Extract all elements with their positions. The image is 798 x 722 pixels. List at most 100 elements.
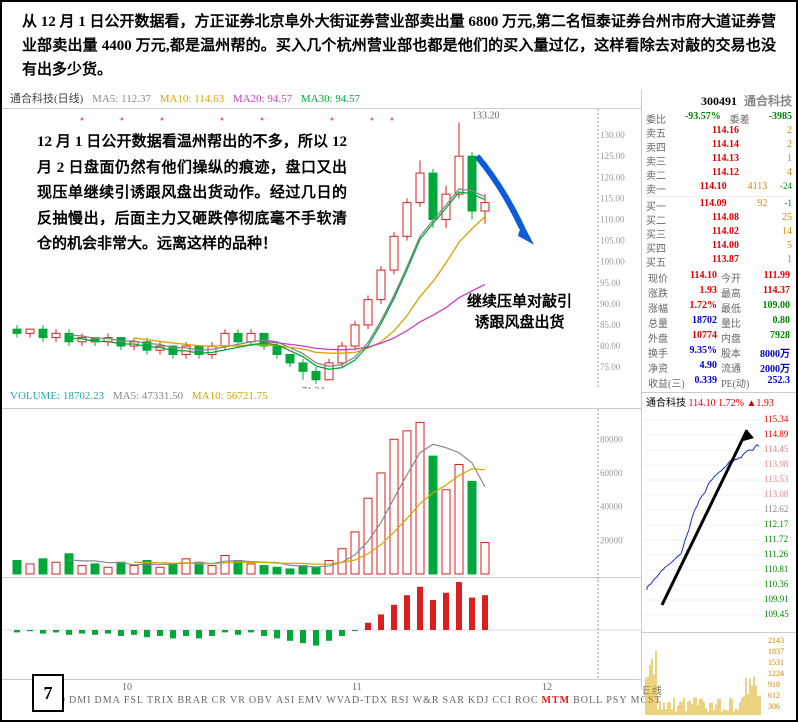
indicator-vr[interactable]: VR bbox=[230, 695, 246, 706]
svg-text:111.72: 111.72 bbox=[764, 534, 788, 544]
tick-chart[interactable]: 通合科技 114.10 1.72% ▲1.93 115.34 114.89 114.… bbox=[642, 392, 796, 632]
svg-text:133.20: 133.20 bbox=[472, 110, 500, 121]
svg-text:110.81: 110.81 bbox=[764, 564, 788, 574]
ob-ratio-v1: -93.57% bbox=[685, 111, 721, 125]
indicator-cci[interactable]: CCI bbox=[492, 695, 512, 706]
svg-text:115.34: 115.34 bbox=[764, 414, 789, 424]
chart-header: 通合科技(日线) MA5: 112.37 MA10: 114.63 MA20: … bbox=[10, 90, 366, 106]
svg-text:1224: 1224 bbox=[768, 669, 784, 678]
xlabel-12: 12 bbox=[542, 682, 552, 693]
overlay-paragraph: 12 月 1 日公开数据看温州帮出的不多，所以 12 月 2 日盘面仍然有他们操… bbox=[37, 130, 347, 258]
svg-text:125.00: 125.00 bbox=[600, 151, 625, 161]
svg-text:85.00: 85.00 bbox=[600, 320, 621, 330]
chart-area: 通合科技(日线) MA5: 112.37 MA10: 114.63 MA20: … bbox=[2, 90, 796, 720]
info-cell: 最高114.37 bbox=[719, 285, 792, 300]
ma20-label: MA20: 94.57 bbox=[233, 93, 292, 105]
svg-text:100.00: 100.00 bbox=[600, 257, 625, 267]
svg-text:918: 918 bbox=[768, 680, 780, 689]
indicator-dma[interactable]: DMA bbox=[94, 695, 120, 706]
mini-vol-svg: 2143183715311224918612306 bbox=[642, 633, 797, 718]
indicator-obv[interactable]: OBV bbox=[249, 695, 273, 706]
indicator-brar[interactable]: BRAR bbox=[177, 695, 208, 706]
svg-text:60000: 60000 bbox=[600, 468, 623, 478]
page-number-box: 7 bbox=[32, 674, 64, 712]
ma30-label: MA30: 94.57 bbox=[301, 93, 360, 105]
indicator-fsl[interactable]: FSL bbox=[124, 695, 144, 706]
info-grid: 现价114.10今开111.99涨跌1.93最高114.37涨幅1.72%最低1… bbox=[642, 268, 796, 392]
vol-label: VOLUME: 18702.23 bbox=[10, 390, 104, 402]
svg-text:306: 306 bbox=[768, 702, 780, 711]
info-cell: 换手9.35% bbox=[646, 345, 719, 360]
indicator-roc[interactable]: ROC bbox=[515, 695, 539, 706]
top-paragraph: 从 12 月 1 日公开数据看，方正证券北京阜外大街证券营业部卖出量 6800 … bbox=[2, 2, 796, 90]
stock-name: 通合科技 bbox=[744, 94, 792, 108]
indicator-dmi[interactable]: DMI bbox=[69, 695, 91, 706]
indicator-kdj[interactable]: KDJ bbox=[468, 695, 489, 706]
info-cell: 量比0.80 bbox=[719, 315, 792, 330]
xlabel-10: 10 bbox=[122, 682, 132, 693]
info-cell: 流通2000万 bbox=[719, 360, 792, 375]
svg-text:75.00: 75.00 bbox=[600, 362, 621, 372]
orderbook: 委比 -93.57% 委差 -3985 卖五114.162卖四114.142卖三… bbox=[642, 111, 796, 268]
indicator-asi[interactable]: ASI bbox=[276, 695, 295, 706]
page-container: 从 12 月 1 日公开数据看，方正证券北京阜外大街证券营业部卖出量 6800 … bbox=[0, 0, 798, 722]
indicator-wvad-tdx[interactable]: WVAD-TDX bbox=[326, 695, 388, 706]
tick-stock: 通合科技 bbox=[646, 398, 686, 409]
indicator-mtm[interactable]: MTM bbox=[542, 695, 571, 706]
info-cell: 总量18702 bbox=[646, 315, 719, 330]
stock-code: 300491 bbox=[701, 94, 737, 108]
svg-text:130.00: 130.00 bbox=[600, 130, 625, 140]
svg-text:114.89: 114.89 bbox=[764, 429, 789, 439]
svg-text:112.17: 112.17 bbox=[764, 519, 789, 529]
ob-row: 卖四114.142 bbox=[646, 139, 792, 153]
svg-text:113.08: 113.08 bbox=[764, 489, 789, 499]
info-cell: 现价114.10 bbox=[646, 270, 719, 285]
tick-header: 通合科技 114.10 1.72% ▲1.93 bbox=[642, 393, 796, 410]
svg-text:90.00: 90.00 bbox=[600, 299, 621, 309]
indicator-rsi[interactable]: RSI bbox=[391, 695, 410, 706]
ob-ratio-lbl: 委比 bbox=[646, 111, 676, 125]
annotation-line1: 继续压单对敲引 bbox=[467, 290, 572, 311]
info-cell: 涨幅1.72% bbox=[646, 300, 719, 315]
ob-ratio-row: 委比 -93.57% 委差 -3985 bbox=[646, 111, 792, 125]
info-cell: 内盘7928 bbox=[719, 330, 792, 345]
ob-row: 买二114.0825 bbox=[646, 212, 792, 226]
ob-row: 卖二114.124 bbox=[646, 167, 792, 181]
svg-text:40000: 40000 bbox=[600, 502, 623, 512]
volume-chart[interactable]: 80000 60000 40000 20000 bbox=[2, 408, 642, 578]
volume-svg: 80000 60000 40000 20000 bbox=[2, 409, 642, 579]
indicator-trix[interactable]: TRIX bbox=[147, 695, 174, 706]
mini-volume-chart[interactable]: 2143183715311224918612306 bbox=[642, 632, 796, 717]
indicator-cr[interactable]: CR bbox=[212, 695, 227, 706]
stock-name-short: 通合科技(日线) bbox=[10, 93, 83, 105]
indicator-sar[interactable]: SAR bbox=[443, 695, 465, 706]
annotation-line2: 诱跟风盘出货 bbox=[467, 311, 572, 332]
svg-text:20000: 20000 bbox=[600, 535, 623, 545]
indicator-w&r[interactable]: W&R bbox=[413, 695, 440, 706]
ob-row: 买五113.871 bbox=[646, 254, 792, 268]
svg-text:109.45: 109.45 bbox=[764, 609, 789, 619]
svg-text:95.00: 95.00 bbox=[600, 278, 621, 288]
info-cell: 净资4.90 bbox=[646, 360, 719, 375]
svg-text:120.00: 120.00 bbox=[600, 172, 625, 182]
svg-text:110.36: 110.36 bbox=[764, 579, 789, 589]
indicator-emv[interactable]: EMV bbox=[298, 695, 323, 706]
info-cell: PE(动)252.3 bbox=[719, 375, 792, 390]
svg-text:114.45: 114.45 bbox=[764, 444, 789, 454]
svg-text:71.24: 71.24 bbox=[302, 386, 325, 389]
indicator-psy[interactable]: PSY bbox=[606, 695, 627, 706]
ob-row: 买三114.0214 bbox=[646, 226, 792, 240]
svg-text:80000: 80000 bbox=[600, 434, 623, 444]
indicator-boll[interactable]: BOLL bbox=[573, 695, 603, 706]
svg-text:112.62: 112.62 bbox=[764, 504, 788, 514]
macd-chart[interactable] bbox=[2, 580, 642, 680]
ob-row: 卖三114.131 bbox=[646, 153, 792, 167]
info-cell: 今开111.99 bbox=[719, 270, 792, 285]
xlabel-11: 11 bbox=[352, 682, 362, 693]
svg-text:110.00: 110.00 bbox=[600, 214, 625, 224]
svg-text:80.00: 80.00 bbox=[600, 341, 621, 351]
macd-svg bbox=[2, 580, 642, 680]
annotation-text: 继续压单对敲引 诱跟风盘出货 bbox=[467, 290, 572, 332]
svg-text:113.53: 113.53 bbox=[764, 474, 789, 484]
right-panel: 300491 通合科技 委比 -93.57% 委差 -3985 卖五114.16… bbox=[641, 90, 796, 690]
